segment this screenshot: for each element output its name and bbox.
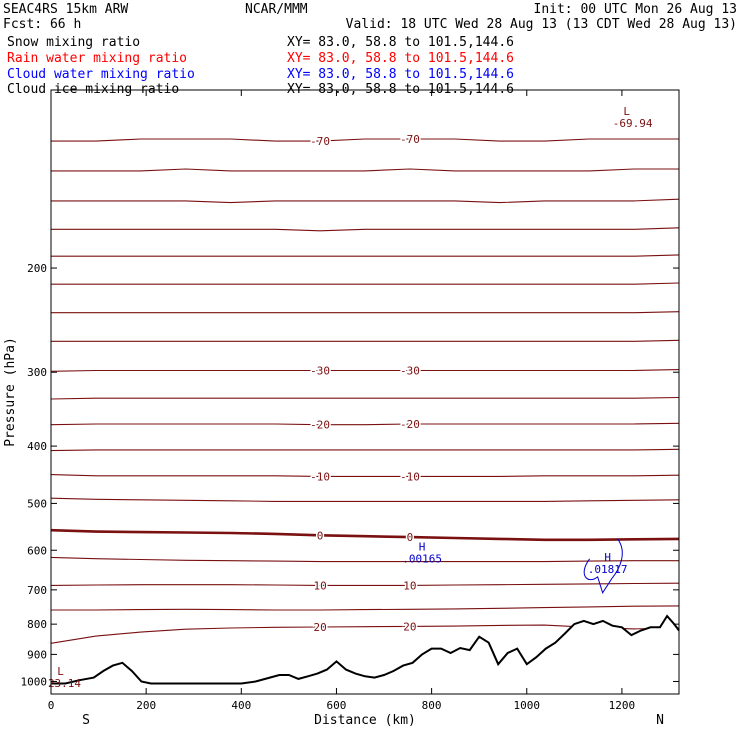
- isotherm--70: [51, 138, 679, 142]
- y-tick-label: 800: [27, 618, 47, 631]
- valid-time: Valid: 18 UTC Wed 28 Aug 13 (13 CDT Wed …: [346, 17, 737, 32]
- cloud-water-contour: [583, 538, 623, 594]
- isotherm--30: [50, 369, 680, 372]
- field-legend: Snow mixing ratio XY= 83.0, 58.8 to 101.…: [7, 35, 514, 97]
- isotherm-label--30-0: -30: [310, 365, 330, 378]
- field-snow-xy: XY= 83.0, 58.8 to 101.5,144.6: [287, 35, 514, 50]
- x-tick-label: 200: [136, 699, 156, 712]
- isotherm-label-20-1: 20: [403, 620, 416, 633]
- y-tick-label: 400: [27, 440, 47, 453]
- isotherm--35: [51, 339, 680, 342]
- isotherm-5: [50, 556, 679, 563]
- isotherm-label--10-0: -10: [310, 470, 330, 483]
- cloud-water-max-marker: H: [419, 541, 426, 554]
- isotherm--60: [51, 198, 680, 204]
- y-tick-label: 500: [27, 497, 47, 510]
- plot-frame: [50, 89, 680, 695]
- isotherm-label-0-1: 0: [407, 531, 414, 544]
- isotherm-label--20-0: -20: [310, 419, 330, 432]
- isotherm-label--70-0: -70: [310, 135, 330, 148]
- y-axis-label: Pressure (hPa): [3, 337, 18, 447]
- isotherm-10: [50, 582, 680, 586]
- init-time: Init: 00 UTC Mon 26 Aug 13: [534, 2, 738, 17]
- field-cloud-water-xy: XY= 83.0, 58.8 to 101.5,144.6: [287, 67, 514, 82]
- cloud-water-max-value: .01817: [588, 563, 628, 576]
- isotherm-label--30-1: -30: [400, 365, 420, 378]
- isotherm-label--10-1: -10: [400, 470, 420, 483]
- terrain-mask: [51, 616, 679, 694]
- isotherm--50: [51, 254, 680, 257]
- x-tick-label: 800: [422, 699, 442, 712]
- isotherm--55: [51, 227, 680, 232]
- terrain-profile: [51, 614, 680, 694]
- org-title: NCAR/MMM: [245, 2, 308, 17]
- model-title: SEAC4RS 15km ARW: [3, 2, 128, 17]
- isotherm-label-0-0: 0: [317, 529, 324, 542]
- isotherm-label--20-1: -20: [400, 418, 420, 431]
- y-tick-label: 300: [27, 366, 47, 379]
- x-tick-label: 400: [231, 699, 251, 712]
- y-tick-label: 900: [27, 648, 47, 661]
- isotherm-label-20-0: 20: [313, 621, 326, 634]
- x-tick-label: 1000: [514, 699, 541, 712]
- temperature-extremum-marker: L: [57, 665, 64, 678]
- isotherm--5: [50, 497, 680, 502]
- field-rain-xy: XY= 83.0, 58.8 to 101.5,144.6: [287, 51, 514, 66]
- x-end-north: N: [656, 713, 664, 728]
- x-axis-ticks: 0 200 400 600 800 1000 1200: [48, 90, 635, 712]
- isotherm--15: [50, 448, 680, 452]
- isotherm--25: [50, 396, 680, 400]
- isotherm--10: [50, 474, 680, 477]
- field-snow-label: Snow mixing ratio: [7, 35, 140, 50]
- cloud-water-contours: H.00165 H.01817: [402, 538, 628, 594]
- x-tick-label: 0: [48, 699, 55, 712]
- isotherm--20: [50, 422, 680, 426]
- isotherm--65: [51, 168, 679, 172]
- y-tick-label: 600: [27, 544, 47, 557]
- isotherm-0: [50, 528, 680, 542]
- forecast-hour: Fcst: 66 h: [3, 17, 81, 32]
- temperature-extremum-value: 23.14: [48, 677, 81, 690]
- x-tick-label: 600: [327, 699, 347, 712]
- temperature-extremum-value: -69.94: [613, 117, 653, 130]
- y-tick-label: 1000: [21, 675, 48, 688]
- y-tick-label: 200: [27, 262, 47, 275]
- isotherm-label--70-1: -70: [400, 133, 420, 146]
- isotherm-label-10-1: 10: [403, 579, 416, 592]
- x-tick-label: 1200: [609, 699, 636, 712]
- cloud-water-max-value: .00165: [402, 553, 442, 566]
- terrain-line: [51, 614, 680, 685]
- isotherm--45: [51, 282, 680, 285]
- x-axis-label: Distance (km): [314, 713, 416, 728]
- temperature-contours: [50, 138, 680, 644]
- field-rain-label: Rain water mixing ratio: [7, 51, 187, 66]
- isotherm-15: [51, 605, 680, 611]
- isotherm-label-10-0: 10: [313, 579, 326, 592]
- y-tick-label: 700: [27, 584, 47, 597]
- isotherm--40: [51, 311, 680, 314]
- field-cloud-water-label: Cloud water mixing ratio: [7, 67, 195, 82]
- cloud-water-max-marker: H: [604, 551, 611, 564]
- x-end-south: S: [82, 713, 90, 728]
- temperature-extremum-marker: L: [623, 105, 630, 118]
